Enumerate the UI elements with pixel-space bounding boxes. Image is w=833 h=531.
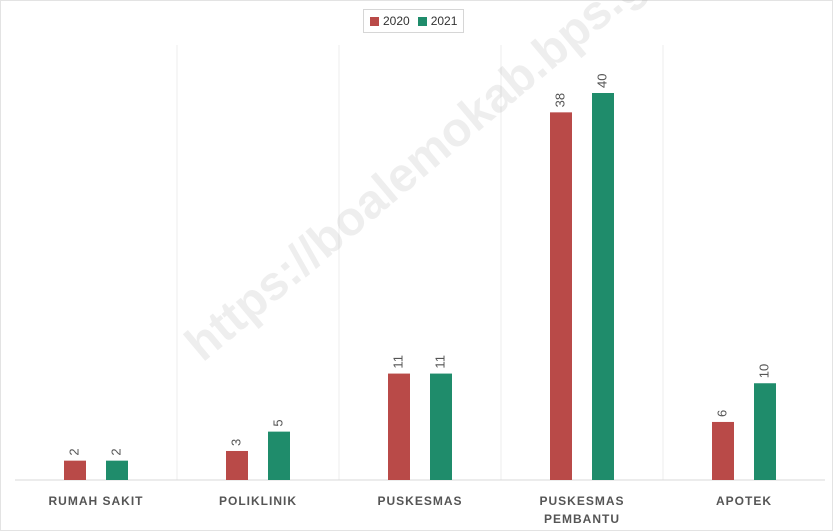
x-tick-label: POLIKLINIK — [219, 494, 297, 508]
bar-2021-4 — [754, 383, 776, 480]
legend-swatch-2021 — [417, 16, 427, 26]
legend: 2020 2021 — [363, 9, 465, 33]
bar-2020-2 — [388, 373, 410, 480]
legend-swatch-2020 — [370, 16, 379, 26]
bar-2020-4 — [712, 421, 734, 480]
legend-item-2020[interactable]: 2020 — [370, 14, 410, 28]
data-label: 3 — [228, 439, 243, 446]
data-label: 6 — [714, 410, 729, 417]
data-label: 2 — [108, 448, 123, 455]
data-label: 5 — [270, 419, 285, 426]
data-label: 2 — [66, 448, 81, 455]
x-tick-label: PEMBANTU — [544, 512, 620, 526]
x-tick-label: RUMAH SAKIT — [49, 494, 144, 508]
data-label: 40 — [594, 74, 609, 88]
legend-label-2021: 2021 — [430, 14, 458, 28]
bar-2020-0 — [64, 460, 86, 480]
data-label: 11 — [390, 355, 405, 369]
x-tick-label: PUSKESMAS — [539, 494, 624, 508]
bar-2021-3 — [592, 93, 614, 480]
x-tick-label: APOTEK — [716, 494, 772, 508]
legend-item-2021[interactable]: 2021 — [417, 14, 458, 28]
data-label: 11 — [432, 355, 447, 369]
x-tick-label: PUSKESMAS — [377, 494, 462, 508]
bar-2021-0 — [106, 460, 128, 480]
legend-label-2020: 2020 — [383, 14, 410, 28]
bar-2020-1 — [226, 450, 248, 480]
bar-2020-3 — [550, 112, 572, 480]
data-label: 38 — [552, 93, 567, 107]
data-label: 10 — [756, 364, 771, 378]
bar-2021-2 — [430, 373, 452, 480]
bar-2021-1 — [268, 431, 290, 480]
